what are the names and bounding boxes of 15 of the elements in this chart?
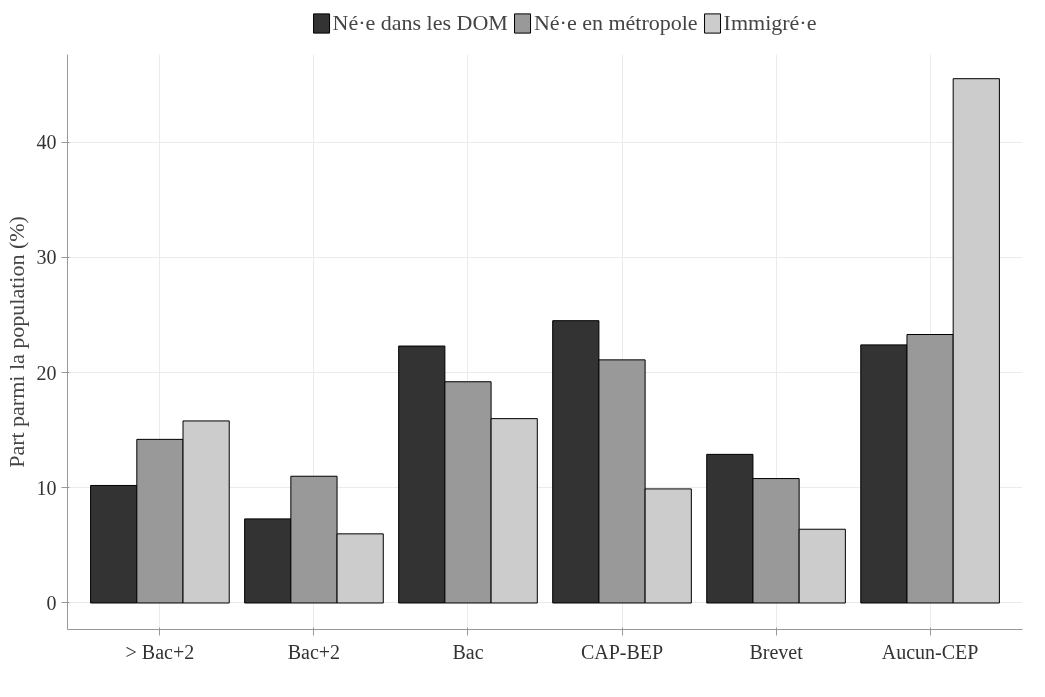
legend-label: Immigré·e bbox=[723, 10, 817, 36]
y-axis-title: Part parmi la population (%) bbox=[3, 216, 29, 468]
x-tick-label: > Bac+2 bbox=[125, 640, 195, 663]
x-tick-label: Aucun-CEP bbox=[881, 640, 979, 663]
y-tick-label: 10 bbox=[36, 476, 57, 499]
y-tick-label: 20 bbox=[36, 361, 57, 384]
x-tick-label: Bac bbox=[452, 640, 484, 663]
x-tick-label: CAP-BEP bbox=[580, 640, 664, 663]
y-tick-label: 30 bbox=[36, 246, 57, 269]
x-tick-label: Bac+2 bbox=[287, 640, 341, 663]
legend-label: Né·e dans les DOM bbox=[332, 10, 508, 36]
y-tick-label: 40 bbox=[36, 131, 57, 154]
y-tick-label: 0 bbox=[46, 592, 57, 614]
legend-label: Né·e en métropole bbox=[533, 10, 698, 36]
x-tick-label: Brevet bbox=[749, 640, 804, 663]
